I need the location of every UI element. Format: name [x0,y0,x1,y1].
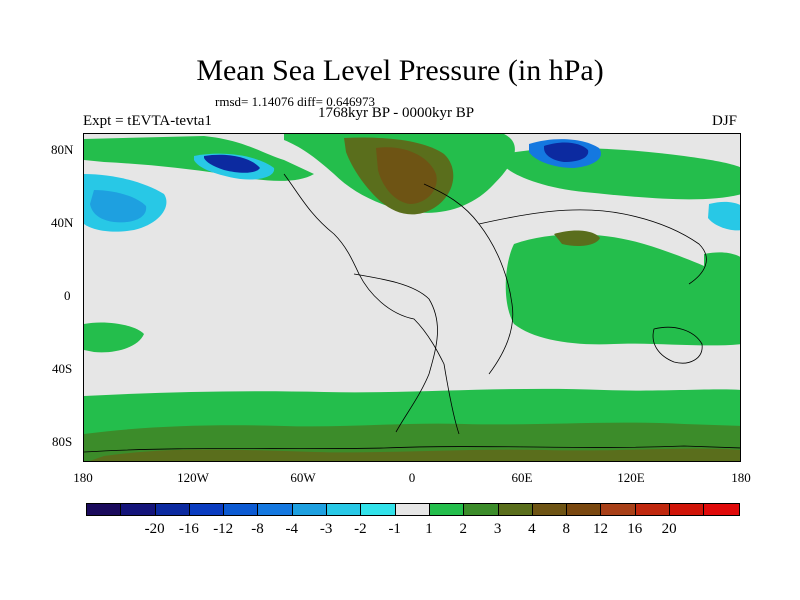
colorbar-swatch [224,504,259,515]
lat-tick-40s: 40S [52,361,73,376]
south-pacific-green-west [84,322,144,353]
colorbar-swatch [429,504,465,515]
colorbar-swatch [704,504,739,515]
experiment-label: Expt = tEVTA-tevta1 [83,113,212,129]
india-olive [554,230,600,246]
coastlines [84,173,740,453]
map-plot-area [83,133,741,462]
lon-tick-120e: 120E [617,470,645,485]
period-label: 1768kyr BP - 0000kyr BP [318,105,475,121]
lat-tick-80n: 80N [51,142,74,157]
colorbar-label: 3 [493,521,502,537]
map-title: Mean Sea Level Pressure (in hPa) [196,54,604,87]
colorbar-swatch [670,504,705,515]
lon-tick-120w: 120W [177,470,209,485]
colorbar-label: -1 [388,521,401,537]
colorbar-label: 8 [562,521,570,537]
colorbar-swatch [121,504,156,515]
lat-tick-80s: 80S [52,434,73,449]
colorbar-label: 16 [627,521,643,537]
lon-tick-60e: 60E [511,470,533,485]
pressure-anomaly-map [84,134,740,461]
colorbar-label: 12 [593,521,608,537]
lat-tick-0: 0 [64,288,71,303]
colorbar-label: -2 [354,521,367,537]
colorbar-label: -12 [213,521,234,537]
colorbar-label: -8 [251,521,264,537]
pacific-green-east [704,252,740,284]
pacific-mid-blue [90,190,147,223]
colorbar-label: 4 [528,521,536,537]
lon-tick-180e: 180 [731,470,751,485]
colorbar [86,503,740,516]
colorbar-swatch [635,504,671,515]
colorbar-label: 2 [459,521,468,537]
canadian-dark-low [204,154,260,173]
colorbar-swatch [601,504,636,515]
lon-tick-180w: 180 [73,470,93,485]
colorbar-label: -4 [285,521,299,537]
pacific-light-blue-east [708,201,740,231]
colorbar-swatch [327,504,362,515]
antarctic-olive [89,448,740,461]
colorbar-swatch [567,504,602,515]
stats-label: rmsd= 1.14076 diff= 0.646973 [215,94,375,109]
colorbar-swatch [498,504,533,515]
colorbar-label: -3 [319,521,333,537]
colorbar-label: -20 [144,521,165,537]
lat-tick-40n: 40N [51,215,74,230]
colorbar-label: -16 [178,521,199,537]
colorbar-swatch [189,504,225,515]
colorbar-swatch [532,504,568,515]
colorbar-swatch [87,504,122,515]
colorbar-swatch [258,504,293,515]
colorbar-swatch [292,504,328,515]
lon-tick-0: 0 [408,470,416,485]
lon-tick-60w: 60W [290,470,316,485]
colorbar-swatch [155,504,190,515]
colorbar-label: 20 [661,521,677,537]
colorbar-swatch [361,504,396,515]
atlantic-brown-core [376,147,437,204]
indian-ocean-green [505,234,740,346]
season-label: DJF [712,113,738,129]
siberian-dark-low [544,142,589,162]
colorbar-swatch [464,504,499,515]
colorbar-swatch [395,504,430,515]
colorbar-label: 1 [425,521,433,537]
